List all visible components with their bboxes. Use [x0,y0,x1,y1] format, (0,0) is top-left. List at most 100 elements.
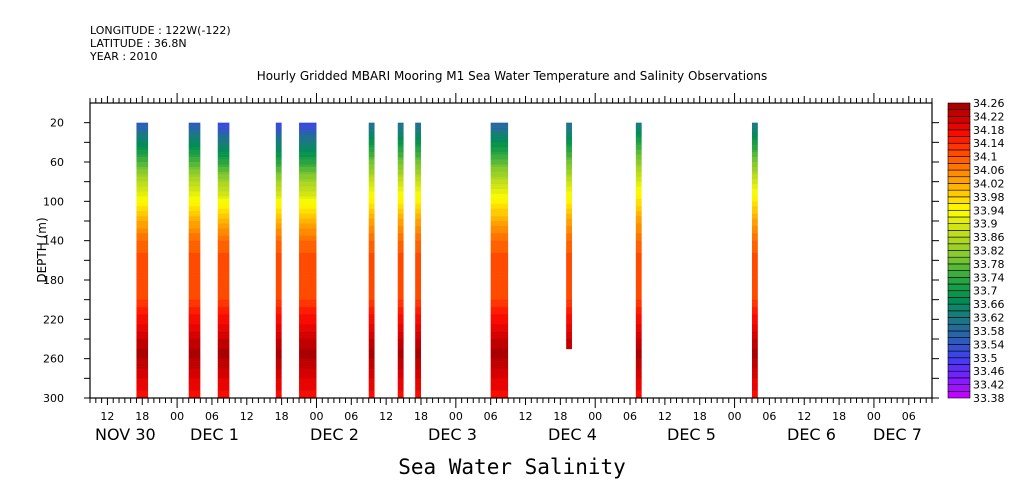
salinity-cell [635,211,642,214]
salinity-cell [397,159,404,163]
salinity-cell [217,316,230,320]
salinity-cell [275,297,282,300]
salinity-cell [368,139,375,143]
salinity-cell [217,162,230,165]
x-tick-label: 00 [170,410,184,423]
salinity-cell [635,307,642,310]
salinity-cell [299,393,317,396]
y-tick-label: 180 [43,274,64,287]
salinity-cell [368,380,375,384]
salinity-cell [136,353,149,357]
salinity-cell [136,225,149,229]
salinity-cell [217,309,230,313]
salinity-cell [566,186,572,190]
salinity-cell [217,321,230,325]
salinity-cell [188,211,201,214]
salinity-cell [635,179,642,182]
salinity-cell [490,265,509,269]
salinity-cell [217,201,230,205]
colorbar-label: 33.58 [973,325,1005,338]
salinity-cell [490,297,509,300]
salinity-cell [299,297,317,300]
salinity-cell [136,181,149,185]
salinity-cell [415,287,421,291]
salinity-cell [299,294,317,298]
salinity-cell [188,130,201,133]
salinity-cell [188,125,201,128]
x-tick-label: 06 [205,410,219,423]
salinity-cell [635,186,642,190]
salinity-cell [635,294,642,298]
salinity-cell [299,351,317,355]
salinity-cell [751,206,758,210]
salinity-cell [299,255,317,259]
salinity-cell [635,238,642,241]
salinity-cell [751,363,758,367]
salinity-cell [217,137,230,141]
salinity-cell [490,341,509,345]
salinity-cell [299,282,317,286]
salinity-cell [635,326,642,330]
salinity-cell [397,174,404,178]
colorbar-cell [947,156,971,164]
salinity-cell [751,223,758,227]
salinity-cell [751,265,758,269]
salinity-cell [188,341,201,345]
salinity-cell [299,284,317,288]
salinity-cell [136,388,149,391]
salinity-cell [299,324,317,328]
salinity-cell [566,270,572,273]
salinity-cell [299,334,317,337]
salinity-cell [368,248,375,251]
salinity-cell [635,316,642,320]
salinity-cell [299,203,317,207]
salinity-cell [635,375,642,379]
salinity-cell [275,191,282,195]
salinity-cell [635,353,642,357]
salinity-cell [368,122,375,126]
salinity-cell [490,193,509,197]
salinity-cell [415,339,421,342]
salinity-cell [217,373,230,377]
colorbar-label: 34.1 [973,151,998,164]
salinity-cell [299,348,317,352]
salinity-cell [751,257,758,261]
colorbar-label: 34.18 [973,124,1005,137]
day-label: DEC 4 [548,425,597,444]
salinity-cell [136,375,149,379]
salinity-cell [299,149,317,153]
salinity-cell [275,250,282,254]
salinity-cell [751,324,758,328]
salinity-cell [217,314,230,318]
salinity-cell [397,218,404,222]
salinity-cell [566,166,572,170]
salinity-cell [217,147,230,151]
salinity-cell [751,137,758,141]
salinity-cell [136,287,149,291]
salinity-cell [415,257,421,261]
salinity-cell [751,125,758,128]
salinity-cell [490,385,509,389]
salinity-cell [217,282,230,286]
salinity-cell [635,206,642,210]
salinity-cell [368,299,375,303]
salinity-cell [136,189,149,192]
salinity-cell [635,139,642,143]
salinity-cell [751,272,758,276]
salinity-cell [635,351,642,355]
salinity-cell [635,331,642,335]
salinity-cell [490,218,509,222]
salinity-cell [415,267,421,271]
salinity-cell [490,280,509,283]
salinity-cell [188,166,201,170]
salinity-cell [217,184,230,187]
salinity-cell [299,336,317,340]
salinity-cell [751,147,758,151]
salinity-cell [136,233,149,237]
salinity-cell [397,366,404,369]
salinity-cell [635,370,642,374]
salinity-cell [217,393,230,396]
salinity-cell [275,196,282,200]
salinity-cell [275,137,282,141]
salinity-cell [299,166,317,170]
